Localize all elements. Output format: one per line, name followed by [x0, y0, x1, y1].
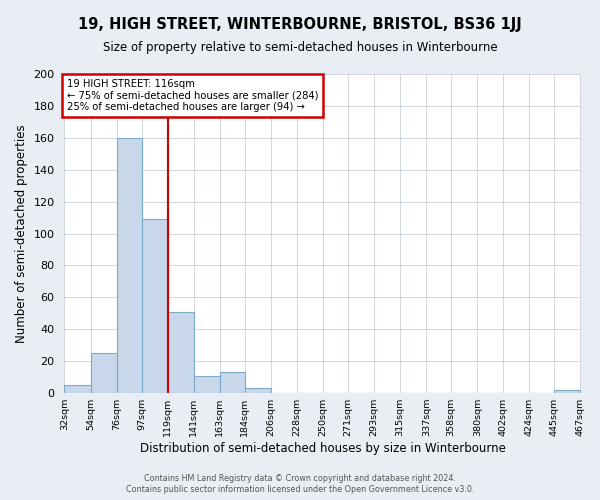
Text: 19, HIGH STREET, WINTERBOURNE, BRISTOL, BS36 1JJ: 19, HIGH STREET, WINTERBOURNE, BRISTOL, …: [78, 18, 522, 32]
Bar: [245, 388, 271, 393]
Bar: [220, 372, 245, 393]
Bar: [167, 312, 194, 393]
Text: Contains HM Land Registry data © Crown copyright and database right 2024.
Contai: Contains HM Land Registry data © Crown c…: [126, 474, 474, 494]
Bar: [116, 138, 142, 393]
Bar: [91, 353, 116, 393]
Bar: [64, 385, 91, 393]
Y-axis label: Number of semi-detached properties: Number of semi-detached properties: [15, 124, 28, 343]
X-axis label: Distribution of semi-detached houses by size in Winterbourne: Distribution of semi-detached houses by …: [140, 442, 505, 455]
Bar: [194, 376, 220, 393]
Bar: [554, 390, 580, 393]
Text: 19 HIGH STREET: 116sqm
← 75% of semi-detached houses are smaller (284)
25% of se: 19 HIGH STREET: 116sqm ← 75% of semi-det…: [67, 79, 318, 112]
Text: Size of property relative to semi-detached houses in Winterbourne: Size of property relative to semi-detach…: [103, 41, 497, 54]
Bar: [142, 219, 167, 393]
